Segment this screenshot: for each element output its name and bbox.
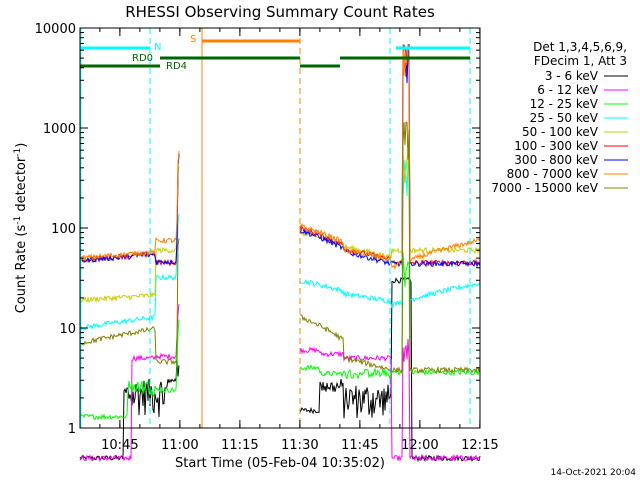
axis-layer: 1 10 100 1000 10000 10:45 11:00 11:15 11:30 11:45…	[35, 22, 499, 453]
legend-label: 800 - 7000 keV	[507, 167, 599, 181]
y-axis-label: Count Rate (s-1 detector-1)	[13, 143, 29, 314]
mode-label: RD4	[166, 61, 187, 72]
legend-header-line-1: Det 1,3,4,5,6,9,	[533, 40, 627, 54]
x-tick-label: 11:45	[341, 438, 378, 453]
legend: Det 1,3,4,5,6,9, FDecim 1, Att 3 3 - 6 k…	[491, 40, 628, 195]
legend-label: 50 - 100 keV	[522, 125, 599, 139]
y-tick-label: 1	[68, 422, 76, 437]
x-tick-label: 10:45	[101, 438, 138, 453]
legend-label: 300 - 800 keV	[514, 153, 598, 167]
x-tick-label: 11:30	[281, 438, 318, 453]
legend-label: 7000 - 15000 keV	[491, 181, 598, 195]
series-line	[299, 153, 481, 260]
mode-label: N	[154, 42, 161, 53]
y-tick-label: 10	[59, 322, 76, 337]
series-line	[299, 338, 481, 462]
legend-label: 100 - 300 keV	[514, 139, 598, 153]
legend-label: 3 - 6 keV	[545, 69, 599, 83]
series-line	[79, 304, 180, 463]
y-tick-label: 100	[51, 222, 76, 237]
footer-date: 14-Oct-2021 20:04	[551, 468, 637, 478]
x-tick-label: 12:15	[461, 438, 498, 453]
x-tick-label: 12:00	[401, 438, 438, 453]
mode-label: S	[190, 34, 196, 45]
y-tick-label: 10000	[35, 22, 76, 37]
y-tick-label: 1000	[43, 122, 76, 137]
series-line	[79, 150, 180, 262]
series-line	[299, 44, 481, 271]
annotation-layer: N S RD0 RD4	[80, 28, 471, 428]
x-axis-label: Start Time (05-Feb-04 10:35:02)	[175, 456, 385, 471]
legend-header-line-2: FDecim 1, Att 3	[534, 54, 627, 68]
series-line	[79, 166, 180, 304]
legend-label: 12 - 25 keV	[530, 97, 599, 111]
mode-label: RD0	[132, 53, 153, 64]
series-line	[79, 213, 180, 332]
legend-label: 25 - 50 keV	[530, 111, 599, 125]
series-line	[79, 319, 180, 421]
x-tick-label: 11:15	[221, 438, 258, 453]
series-line	[79, 153, 180, 266]
legend-label: 6 - 12 keV	[537, 83, 599, 97]
chart-title: RHESSI Observing Summary Count Rates	[125, 3, 435, 21]
x-tick-label: 11:00	[161, 438, 198, 453]
series-line	[79, 238, 180, 366]
